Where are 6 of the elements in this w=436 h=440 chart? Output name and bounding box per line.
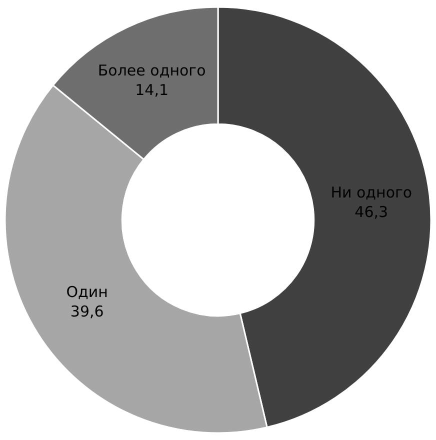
data-label: 39,6 [70,302,104,321]
data-label: 14,1 [135,81,169,100]
slice-label: Один [66,283,108,302]
slice-label: Ни одного [330,183,412,202]
slice-label: Более одного [98,62,206,80]
data-label: 46,3 [354,202,388,221]
